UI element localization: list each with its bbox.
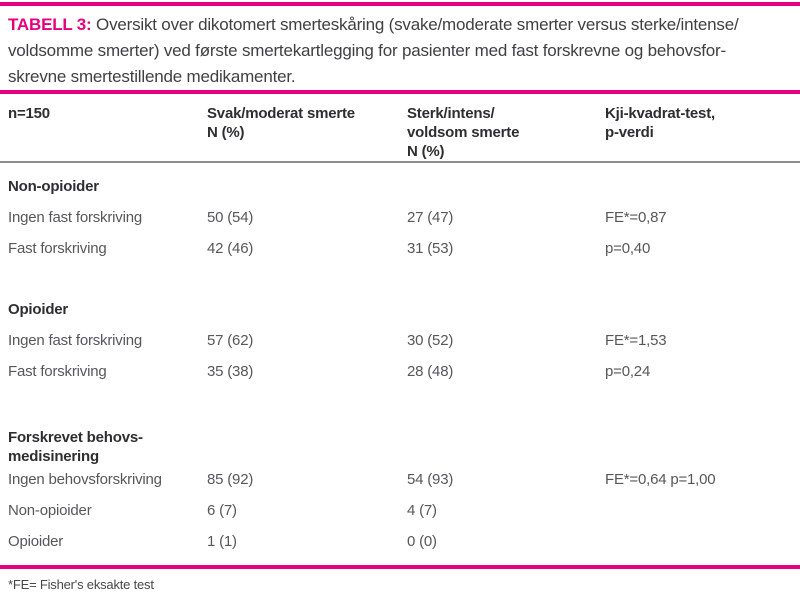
table-header-row: n=150 Svak/moderat smerte N (%) Sterk/in…	[0, 94, 800, 161]
footnote: *FE= Fisher's eksakte test	[8, 577, 154, 592]
cell-test: p=0,40	[605, 240, 651, 257]
table-row: Ingen fast forskriving 50 (54) 27 (47) F…	[8, 208, 792, 227]
header-rule	[0, 161, 800, 163]
section-opioider: Opioider Ingen fast forskriving 57 (62) …	[8, 300, 792, 381]
cell-svak-moderat: 42 (46)	[207, 240, 254, 257]
col-header-svak-moderat: Svak/moderat smerte N (%)	[207, 105, 355, 141]
cell-svak-moderat: 50 (54)	[207, 209, 254, 226]
bottom-rule	[0, 565, 800, 569]
col-header-sterk-intens: Sterk/intens/ voldsom smerte N (%)	[407, 105, 520, 160]
table-row: Non-opioider 6 (7) 4 (7)	[8, 501, 792, 520]
cell-test: p=0,24	[605, 363, 651, 380]
section-non-opioider: Non-opioider Ingen fast forskriving 50 (…	[8, 177, 792, 258]
row-label: Ingen fast forskriving	[8, 209, 142, 226]
section-header: Opioider	[8, 301, 69, 318]
table-row: Ingen behovsforskriving 85 (92) 54 (93) …	[8, 470, 792, 489]
row-label: Fast forskriving	[8, 363, 107, 380]
cell-sterk-intens: 31 (53)	[407, 240, 454, 257]
section-header: Forskrevet behovs- medisinering	[8, 429, 143, 465]
cell-sterk-intens: 27 (47)	[407, 209, 454, 226]
caption-rule	[0, 90, 800, 94]
row-label: Opioider	[8, 533, 64, 550]
table-row: Opioider 1 (1) 0 (0)	[8, 532, 792, 551]
section-header: Non-opioider	[8, 178, 99, 195]
cell-sterk-intens: 28 (48)	[407, 363, 454, 380]
row-label: Fast forskriving	[8, 240, 107, 257]
row-label: Ingen fast forskriving	[8, 332, 142, 349]
cell-test: FE*=0,87	[605, 209, 667, 226]
cell-sterk-intens: 30 (52)	[407, 332, 454, 349]
table-body: Non-opioider Ingen fast forskriving 50 (…	[0, 177, 800, 551]
caption-line-1: Oversikt over dikotomert smerteskåring (…	[96, 15, 739, 34]
cell-test: FE*=1,53	[605, 332, 667, 349]
cell-svak-moderat: 35 (38)	[207, 363, 254, 380]
cell-svak-moderat: 85 (92)	[207, 471, 254, 488]
col-header-n: n=150	[8, 105, 50, 122]
row-label: Ingen behovsforskriving	[8, 471, 162, 488]
cell-svak-moderat: 6 (7)	[207, 502, 237, 519]
cell-svak-moderat: 1 (1)	[207, 533, 237, 550]
caption-line-2: voldsomme smerter) ved første smertekart…	[8, 41, 726, 60]
caption-line-3: skrevne smertestillende medikamenter.	[8, 67, 296, 86]
cell-sterk-intens: 0 (0)	[407, 533, 437, 550]
table-row: Fast forskriving 35 (38) 28 (48) p=0,24	[8, 362, 792, 381]
table-number-label: TABELL 3:	[8, 15, 92, 34]
top-rule	[0, 2, 800, 6]
cell-test: FE*=0,64 p=1,00	[605, 471, 716, 488]
col-header-kji-kvadrat: Kji-kvadrat-test, p-verdi	[605, 105, 715, 141]
cell-sterk-intens: 4 (7)	[407, 502, 437, 519]
cell-svak-moderat: 57 (62)	[207, 332, 254, 349]
cell-sterk-intens: 54 (93)	[407, 471, 454, 488]
table-row: Ingen fast forskriving 57 (62) 30 (52) F…	[8, 331, 792, 350]
table-row: Fast forskriving 42 (46) 31 (53) p=0,40	[8, 239, 792, 258]
table-caption: TABELL 3: Oversikt over dikotomert smert…	[8, 12, 792, 90]
section-forskrevet-behovsmedisinering: Forskrevet behovs- medisinering Ingen be…	[8, 428, 792, 551]
cell-test	[605, 532, 792, 551]
cell-test	[605, 501, 792, 520]
row-label: Non-opioider	[8, 502, 92, 519]
